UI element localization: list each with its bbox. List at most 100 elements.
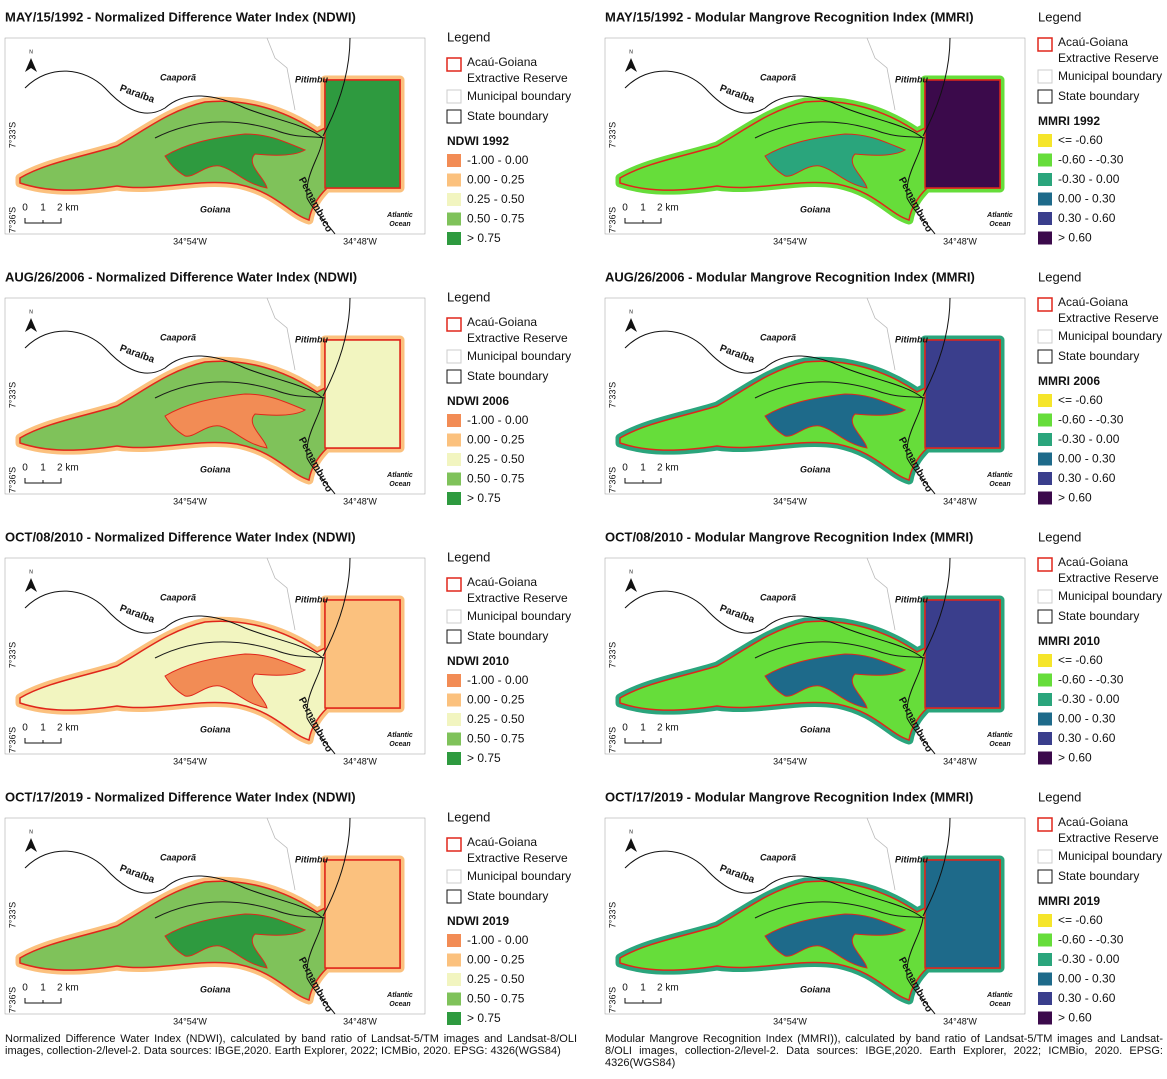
map: NCaaporãPitimbuParaíbaPernambucoGoianaAt… xyxy=(5,38,425,246)
legend-label: Extractive Reserve xyxy=(1058,311,1159,325)
place-label: Goiana xyxy=(800,204,831,214)
map: NCaaporãPitimbuParaíbaPernambucoGoianaAt… xyxy=(605,818,1025,1026)
index-title: NDWI 2006 xyxy=(447,394,509,408)
class-label: 0.50 - 0.75 xyxy=(467,992,525,1006)
lon-label: 34°48'W xyxy=(943,496,977,506)
legend-title: Legend xyxy=(447,29,490,44)
legend-swatch xyxy=(447,90,461,103)
panel: AUG/26/2006 - Normalized Difference Wate… xyxy=(5,269,571,506)
legend-label: Extractive Reserve xyxy=(1058,831,1159,845)
class-label: -0.30 - 0.00 xyxy=(1058,952,1120,966)
class-label: -0.30 - 0.00 xyxy=(1058,172,1120,186)
place-label: Caaporã xyxy=(160,592,196,602)
lat-label: 7°36'S xyxy=(607,207,617,233)
lat-label: 7°33'S xyxy=(607,122,617,148)
legend: LegendAcaú-GoianaExtractive ReserveMunic… xyxy=(447,289,571,505)
legend-swatch xyxy=(1038,350,1052,363)
legend-label: Acaú-Goiana xyxy=(1058,815,1128,829)
north-label: N xyxy=(29,49,33,55)
panel-title: OCT/17/2019 - Modular Mangrove Recogniti… xyxy=(605,789,973,804)
legend-label: Acaú-Goiana xyxy=(1058,555,1128,569)
class-swatch xyxy=(447,232,461,245)
place-label: Goiana xyxy=(800,464,831,474)
class-swatch xyxy=(447,973,461,986)
class-swatch xyxy=(1038,654,1052,667)
legend-title: Legend xyxy=(1038,789,1081,804)
class-label: 0.00 - 0.25 xyxy=(467,433,525,447)
lon-label: 34°48'W xyxy=(943,1016,977,1026)
class-swatch xyxy=(1038,394,1052,407)
legend-title: Legend xyxy=(447,809,490,824)
panel: OCT/17/2019 - Modular Mangrove Recogniti… xyxy=(605,789,1162,1026)
class-label: -1.00 - 0.00 xyxy=(467,673,529,687)
class-swatch xyxy=(1038,453,1052,466)
class-swatch xyxy=(1038,752,1052,765)
legend-swatch xyxy=(1038,870,1052,883)
lon-label: 34°54'W xyxy=(773,1016,807,1026)
class-label: 0.25 - 0.50 xyxy=(467,712,525,726)
place-label: Caaporã xyxy=(160,332,196,342)
index-title: NDWI 2010 xyxy=(447,654,509,668)
class-label: 0.25 - 0.50 xyxy=(467,452,525,466)
ocean-label: Atlantic xyxy=(986,732,1013,739)
class-swatch xyxy=(447,674,461,687)
legend-label: State boundary xyxy=(467,109,548,123)
class-swatch xyxy=(447,733,461,746)
north-label: N xyxy=(29,309,33,315)
class-label: > 0.75 xyxy=(467,1011,501,1025)
class-label: 0.30 - 0.60 xyxy=(1058,731,1116,745)
class-label: -0.60 - -0.30 xyxy=(1058,673,1124,687)
panel-title: OCT/08/2010 - Normalized Difference Wate… xyxy=(5,529,356,544)
north-label: N xyxy=(629,49,633,55)
class-swatch xyxy=(447,934,461,947)
legend-swatch xyxy=(1038,70,1052,83)
class-label: 0.25 - 0.50 xyxy=(467,192,525,206)
class-swatch xyxy=(447,193,461,206)
ocean-label: Atlantic xyxy=(386,212,413,219)
legend-label: Acaú-Goiana xyxy=(467,575,537,589)
class-swatch xyxy=(447,414,461,427)
legend-label: Acaú-Goiana xyxy=(467,315,537,329)
legend-label: Municipal boundary xyxy=(467,869,571,883)
legend-label: Municipal boundary xyxy=(1058,849,1162,863)
legend-label: Extractive Reserve xyxy=(467,331,568,345)
class-swatch xyxy=(1038,914,1052,927)
legend-swatch xyxy=(447,838,461,851)
legend-label: State boundary xyxy=(467,629,548,643)
place-label: Pitimbu xyxy=(295,594,329,604)
lat-label: 7°36'S xyxy=(7,467,17,493)
class-label: <= -0.60 xyxy=(1058,653,1103,667)
scale-label: 0 xyxy=(622,723,628,734)
class-swatch xyxy=(1038,953,1052,966)
index-title: MMRI 2019 xyxy=(1038,894,1100,908)
scale-label: 0 xyxy=(22,463,28,474)
class-label: 0.00 - 0.25 xyxy=(467,953,525,967)
legend-label: Municipal boundary xyxy=(467,609,571,623)
ocean-label: Ocean xyxy=(389,1001,410,1008)
legend-swatch xyxy=(447,370,461,383)
scale-label: 2 km xyxy=(657,723,679,734)
scale-label: 1 xyxy=(640,723,646,734)
legend-label: State boundary xyxy=(467,369,548,383)
class-label: 0.50 - 0.75 xyxy=(467,212,525,226)
class-swatch xyxy=(1038,173,1052,186)
place-label: Caaporã xyxy=(760,852,796,862)
lat-label: 7°36'S xyxy=(7,987,17,1013)
place-label: Goiana xyxy=(800,984,831,994)
place-label: Caaporã xyxy=(160,852,196,862)
class-swatch xyxy=(447,954,461,967)
legend-swatch xyxy=(1038,298,1052,311)
place-label: Pitimbu xyxy=(895,74,929,84)
scale-label: 0 xyxy=(22,203,28,214)
class-swatch xyxy=(1038,992,1052,1005)
panel: AUG/26/2006 - Modular Mangrove Recogniti… xyxy=(605,269,1162,506)
class-swatch xyxy=(1038,492,1052,505)
class-swatch xyxy=(1038,732,1052,745)
class-label: 0.50 - 0.75 xyxy=(467,732,525,746)
class-label: 0.00 - 0.25 xyxy=(467,693,525,707)
class-swatch xyxy=(1038,693,1052,706)
lon-label: 34°48'W xyxy=(943,236,977,246)
